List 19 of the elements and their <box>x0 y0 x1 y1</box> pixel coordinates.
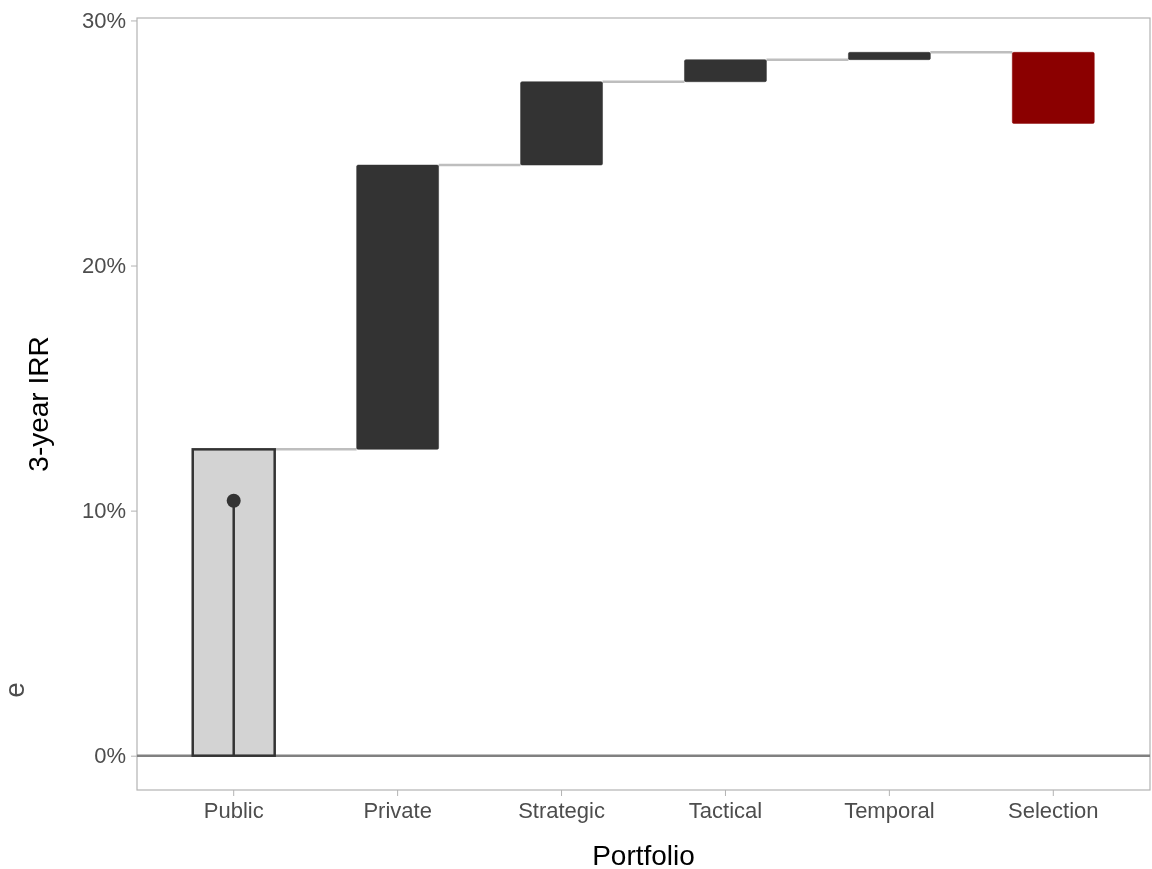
x-tick-label: Strategic <box>518 797 605 823</box>
y-tick-label: 20% <box>81 253 126 279</box>
x-tick-label: Private <box>363 797 432 823</box>
text: e <box>0 682 30 698</box>
bar <box>848 52 931 60</box>
bar <box>356 164 439 450</box>
y-tick-label: 0% <box>94 743 126 769</box>
x-axis-title: Portfolio <box>592 840 695 869</box>
y-tick-label: 30% <box>81 7 126 33</box>
y-tick-label: 10% <box>81 498 126 524</box>
x-tick-label: Selection <box>1008 797 1099 823</box>
bar <box>191 448 276 757</box>
bar <box>520 81 603 166</box>
bar <box>684 59 767 82</box>
x-tick-label: Tactical <box>688 797 763 823</box>
x-tick-label: Temporal <box>844 797 935 823</box>
y-axis-title: 3-year IRR <box>23 336 54 472</box>
x-tick-label: Public <box>203 797 264 823</box>
bar <box>1012 52 1095 124</box>
